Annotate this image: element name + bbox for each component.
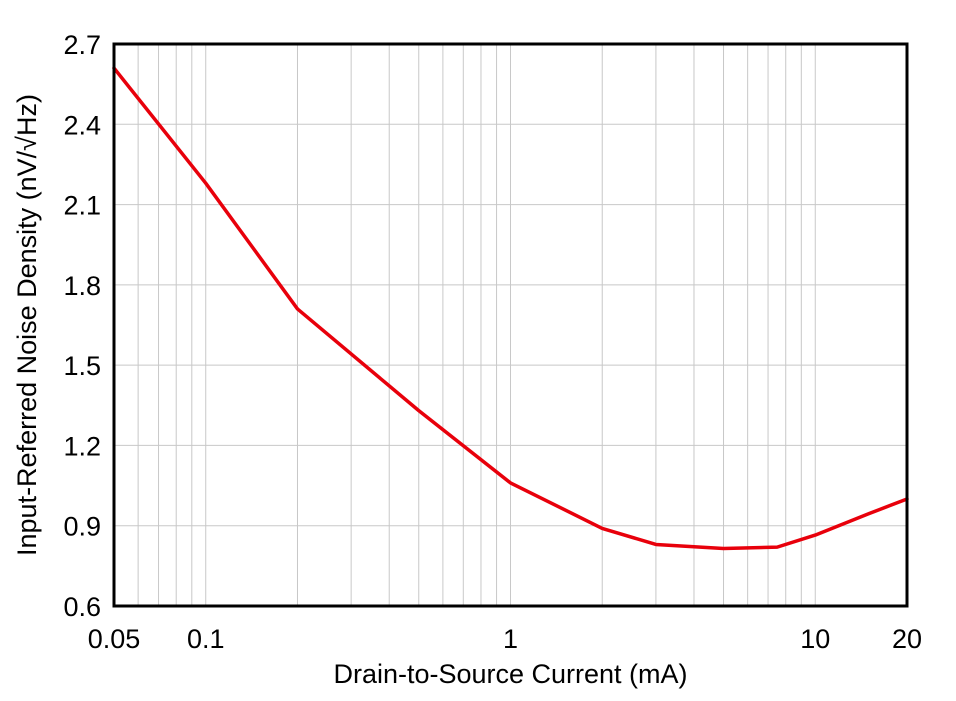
x-tick-label: 1 xyxy=(503,624,518,654)
series-layer xyxy=(112,66,909,551)
noise-density-series-line xyxy=(112,66,909,551)
y-tick-label: 2.1 xyxy=(63,191,101,221)
y-tick-label: 2.4 xyxy=(63,110,101,140)
x-tick-label: 10 xyxy=(800,624,830,654)
x-tick-label: 0.05 xyxy=(88,624,141,654)
y-tick-label: 1.2 xyxy=(63,431,101,461)
x-tick-label: 20 xyxy=(892,624,922,654)
y-tick-label: 1.8 xyxy=(63,271,101,301)
y-tick-label: 2.7 xyxy=(63,30,101,60)
grid xyxy=(113,43,908,607)
x-axis-title: Drain-to-Source Current (mA) xyxy=(333,659,687,689)
plot-frame xyxy=(112,42,909,608)
y-tick-label: 0.9 xyxy=(63,512,101,542)
y-axis-title: Input-Referred Noise Density (nV/√Hz) xyxy=(12,94,42,556)
y-tick-label: 0.6 xyxy=(63,592,101,622)
y-tick-label: 1.5 xyxy=(63,351,101,381)
tick-labels: 0.05 0.1 1 10 20 0.6 0.9 1.2 1.5 1.8 2.1 2.4 2.7 xyxy=(63,30,922,654)
x-tick-label: 0.1 xyxy=(187,624,225,654)
